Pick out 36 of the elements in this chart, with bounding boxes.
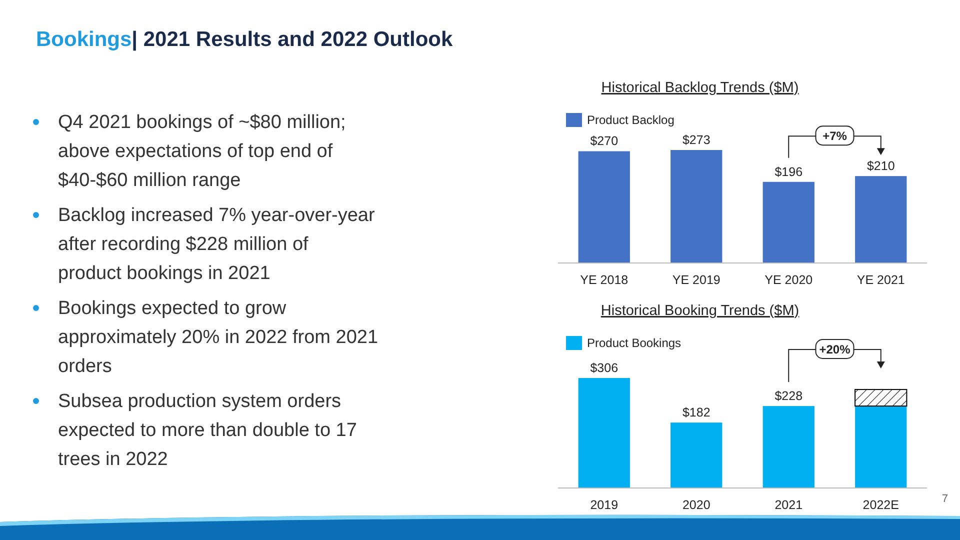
data-label: $270 [590,134,618,148]
bar [855,406,907,488]
bar [854,389,908,407]
text: +20% [819,342,851,357]
data-label: $228 [774,389,803,404]
bar [578,151,630,263]
bar [578,378,630,488]
x-tick-label: YE 2021 [856,273,905,287]
data-label: $182 [682,406,710,420]
text: 7 [942,493,948,505]
bar [762,406,814,488]
data-label: $196 [774,164,803,179]
x-tick-label: 2021 [774,498,803,512]
text: +7% [822,129,848,144]
x-tick-label: YE 2020 [764,273,813,287]
text: Subsea production system orders expected to more than double to 17 trees in 2022 [58,391,357,470]
x-tick-label: 2020 [682,498,710,512]
text: Bookings expected to grow approximately 20% in 2022 from 2021 orders [58,298,378,377]
data-label: $210 [866,159,895,174]
x-tick-label: YE 2019 [672,273,720,287]
data-label: $306 [590,361,618,375]
text: Q4 2021 bookings of ~$80 million; above expectations of top end of $40-$60 million range [58,112,346,191]
data-label: $273 [682,133,710,147]
x-tick-label: 2019 [590,498,618,512]
x-tick-label: 2022E [862,498,899,512]
chart-title: Historical Backlog Trends ($M) [601,80,799,96]
legend-label: Product Bookings [587,336,682,350]
bar [855,176,907,263]
legend-label: Product Backlog [587,113,674,127]
text: Bookings| 2021 Results and 2022 Outlook [36,28,453,51]
text: Backlog increased 7% year-over-year after recording $228 million of product bookings in 2021 [58,205,376,284]
bar [670,150,722,263]
bar [762,182,814,263]
chart-title: Historical Booking Trends ($M) [600,303,800,319]
bar [670,422,722,488]
x-tick-label: YE 2018 [580,273,628,287]
